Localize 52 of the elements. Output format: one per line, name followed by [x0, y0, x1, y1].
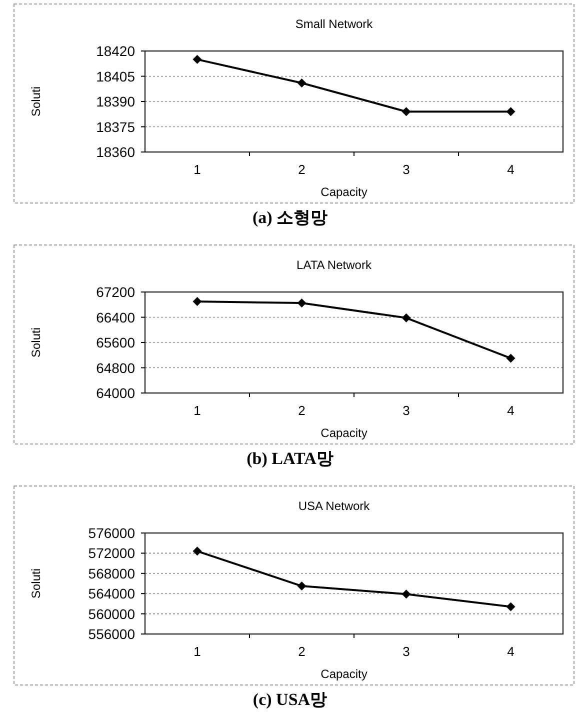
- point: [192, 546, 202, 556]
- x-axis-title: Capacity: [320, 667, 368, 681]
- y-tick-label: 568000: [88, 565, 136, 582]
- x-tick-label: 3: [402, 644, 410, 659]
- y-tick-label: 18420: [96, 43, 136, 59]
- y-tick-label: 572000: [88, 545, 136, 562]
- point: [506, 107, 516, 116]
- y-tick-label: 556000: [88, 626, 136, 642]
- y-tick-label: 64800: [96, 360, 136, 376]
- text: (a) 소형망: [252, 208, 328, 227]
- x-axis-title: Capacity: [320, 426, 368, 440]
- point: [506, 354, 516, 363]
- chart-title: Small Network: [295, 17, 374, 31]
- chart-title: USA Network: [298, 499, 371, 513]
- x-tick-label: 1: [194, 162, 201, 177]
- y-tick-label: 18375: [96, 118, 136, 135]
- y-tick-label: 67200: [96, 284, 136, 300]
- point: [192, 296, 202, 306]
- x-tick-label: 4: [507, 403, 514, 418]
- y-tick-label: 65600: [96, 334, 136, 350]
- point: [402, 313, 411, 322]
- chart-title: LATA Network: [296, 258, 372, 272]
- y-tick-label: 64000: [96, 385, 136, 401]
- y-tick-label: 18390: [96, 94, 136, 110]
- y-axis-title: Soluti: [29, 327, 43, 358]
- y-tick-label: 18360: [96, 144, 136, 160]
- x-tick-label: 4: [507, 162, 514, 177]
- point: [402, 590, 411, 599]
- point: [506, 602, 516, 612]
- x-tick-label: 1: [194, 644, 201, 659]
- x-axis-title: Capacity: [320, 185, 368, 199]
- point: [297, 298, 306, 308]
- y-tick-label: 560000: [88, 606, 136, 622]
- point: [297, 582, 306, 591]
- y-tick-label: 66400: [96, 309, 136, 326]
- point: [297, 78, 306, 88]
- y-axis-title: Soluti: [29, 86, 43, 117]
- x-tick-label: 4: [507, 644, 514, 659]
- point: [192, 54, 202, 64]
- x-tick-label: 1: [194, 403, 201, 418]
- y-tick-label: 18405: [96, 68, 136, 84]
- y-tick-label: 576000: [88, 525, 136, 541]
- y-axis-title: Soluti: [29, 568, 43, 599]
- text: (b) LATA망: [246, 449, 334, 468]
- text: (c) USA망: [252, 690, 328, 709]
- x-tick-label: 3: [402, 403, 410, 418]
- x-tick-label: 2: [298, 403, 306, 418]
- x-tick-label: 3: [402, 162, 410, 177]
- x-tick-label: 2: [298, 644, 306, 659]
- point: [402, 107, 411, 116]
- y-tick-label: 564000: [88, 586, 136, 602]
- x-tick-label: 2: [298, 162, 306, 177]
